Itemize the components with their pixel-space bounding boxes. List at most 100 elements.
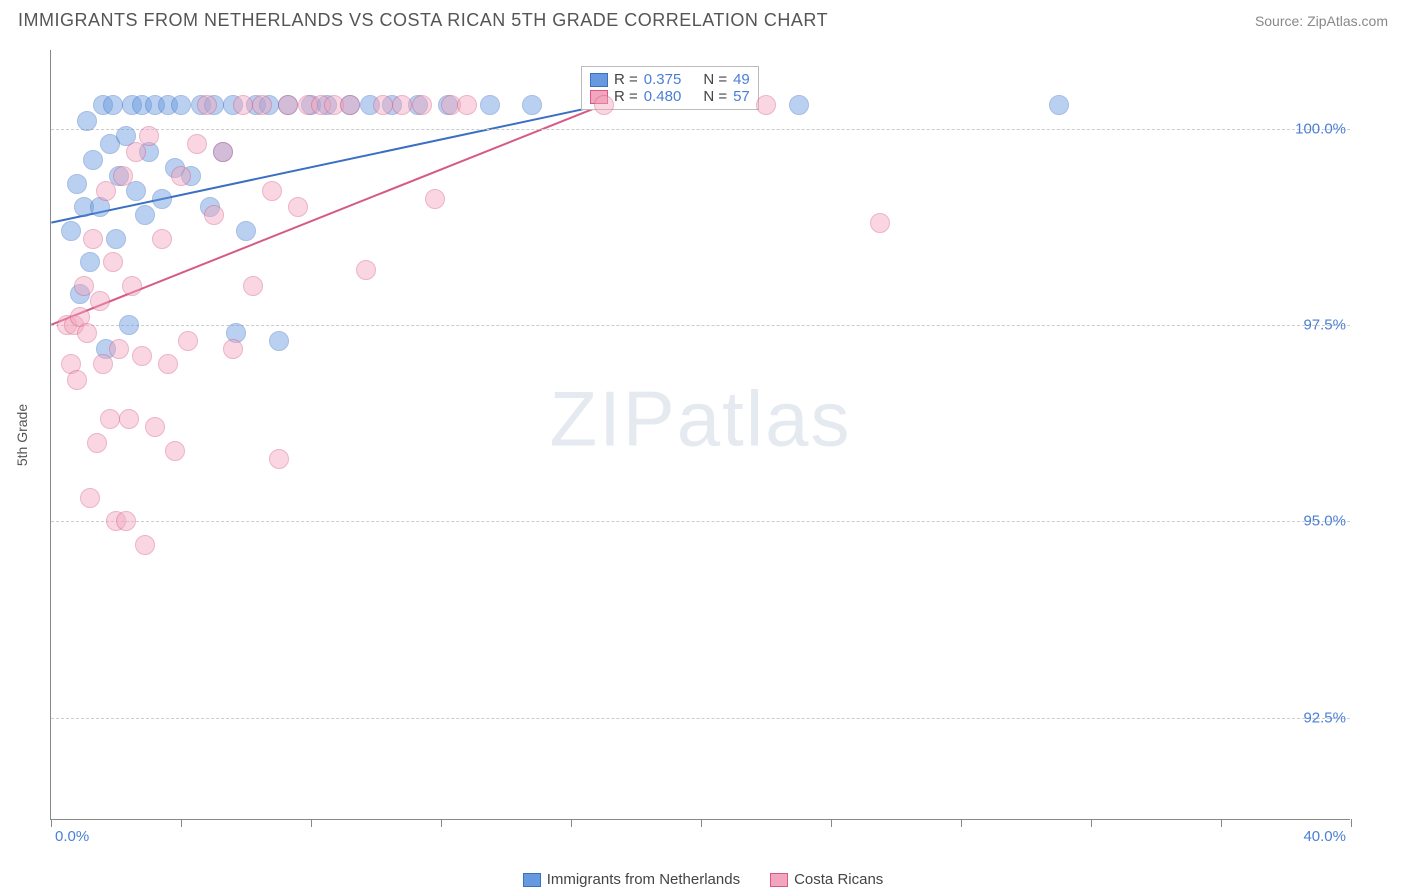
legend-label: Immigrants from Netherlands — [547, 871, 740, 888]
data-point — [83, 150, 103, 170]
data-point — [106, 229, 126, 249]
data-point — [74, 276, 94, 296]
y-axis-title: 5th Grade — [14, 404, 30, 466]
data-point — [67, 370, 87, 390]
series-swatch — [523, 873, 541, 887]
series-swatch — [590, 73, 608, 87]
data-point — [152, 229, 172, 249]
chart-source: Source: ZipAtlas.com — [1255, 13, 1388, 29]
data-point — [412, 95, 432, 115]
data-point — [113, 166, 133, 186]
data-point — [178, 331, 198, 351]
data-point — [80, 488, 100, 508]
data-point — [103, 252, 123, 272]
data-point — [870, 213, 890, 233]
data-point — [223, 339, 243, 359]
n-label: N = — [703, 88, 727, 105]
data-point — [480, 95, 500, 115]
data-point — [789, 95, 809, 115]
x-tick — [181, 819, 182, 827]
r-label: R = — [614, 88, 638, 105]
data-point — [197, 95, 217, 115]
data-point — [109, 339, 129, 359]
x-tick — [831, 819, 832, 827]
data-point — [356, 260, 376, 280]
data-point — [135, 535, 155, 555]
x-axis-max-label: 40.0% — [1303, 828, 1346, 845]
n-value: 49 — [733, 71, 750, 88]
data-point — [100, 409, 120, 429]
data-point — [61, 221, 81, 241]
series-swatch — [770, 873, 788, 887]
gridline — [51, 521, 1350, 522]
data-point — [158, 354, 178, 374]
data-point — [522, 95, 542, 115]
data-point — [236, 221, 256, 241]
plot-area: ZIPatlas R =0.375N =49R =0.480N =57 0.0%… — [50, 50, 1350, 820]
data-point — [252, 95, 272, 115]
x-tick — [1221, 819, 1222, 827]
info-row: R =0.480N =57 — [590, 88, 750, 105]
chart-header: IMMIGRANTS FROM NETHERLANDS VS COSTA RIC… — [0, 0, 1406, 37]
data-point — [96, 181, 116, 201]
watermark: ZIPatlas — [549, 374, 851, 465]
series-legend: Immigrants from Netherlands Costa Ricans — [0, 871, 1406, 888]
data-point — [119, 315, 139, 335]
data-point — [340, 95, 360, 115]
data-point — [171, 166, 191, 186]
data-point — [87, 433, 107, 453]
data-point — [392, 95, 412, 115]
data-point — [103, 95, 123, 115]
gridline — [51, 325, 1350, 326]
data-point — [67, 174, 87, 194]
y-tick-label: 100.0% — [1295, 120, 1352, 137]
r-value: 0.375 — [644, 71, 682, 88]
legend-item: Immigrants from Netherlands — [523, 871, 740, 888]
data-point — [457, 95, 477, 115]
x-tick — [51, 819, 52, 827]
data-point — [119, 409, 139, 429]
data-point — [122, 276, 142, 296]
data-point — [1049, 95, 1069, 115]
data-point — [90, 291, 110, 311]
data-point — [425, 189, 445, 209]
legend-item: Costa Ricans — [770, 871, 883, 888]
data-point — [116, 511, 136, 531]
x-tick — [701, 819, 702, 827]
data-point — [373, 95, 393, 115]
x-tick — [571, 819, 572, 827]
data-point — [278, 95, 298, 115]
data-point — [93, 354, 113, 374]
data-point — [233, 95, 253, 115]
trend-lines-layer — [51, 50, 1350, 819]
data-point — [269, 331, 289, 351]
data-point — [269, 449, 289, 469]
x-axis-min-label: 0.0% — [55, 828, 89, 845]
data-point — [135, 205, 155, 225]
data-point — [152, 189, 172, 209]
r-label: R = — [614, 71, 638, 88]
data-point — [126, 142, 146, 162]
y-tick-label: 92.5% — [1303, 709, 1352, 726]
data-point — [126, 181, 146, 201]
y-tick-label: 95.0% — [1303, 513, 1352, 530]
n-label: N = — [703, 71, 727, 88]
data-point — [288, 197, 308, 217]
data-point — [80, 252, 100, 272]
data-point — [756, 95, 776, 115]
gridline — [51, 129, 1350, 130]
gridline — [51, 718, 1350, 719]
data-point — [213, 142, 233, 162]
y-tick-label: 97.5% — [1303, 317, 1352, 334]
data-point — [145, 417, 165, 437]
x-tick — [1351, 819, 1352, 827]
r-value: 0.480 — [644, 88, 682, 105]
data-point — [132, 346, 152, 366]
data-point — [165, 441, 185, 461]
chart-title: IMMIGRANTS FROM NETHERLANDS VS COSTA RIC… — [18, 10, 828, 31]
data-point — [77, 111, 97, 131]
data-point — [171, 95, 191, 115]
data-point — [83, 229, 103, 249]
x-tick — [961, 819, 962, 827]
x-tick — [311, 819, 312, 827]
